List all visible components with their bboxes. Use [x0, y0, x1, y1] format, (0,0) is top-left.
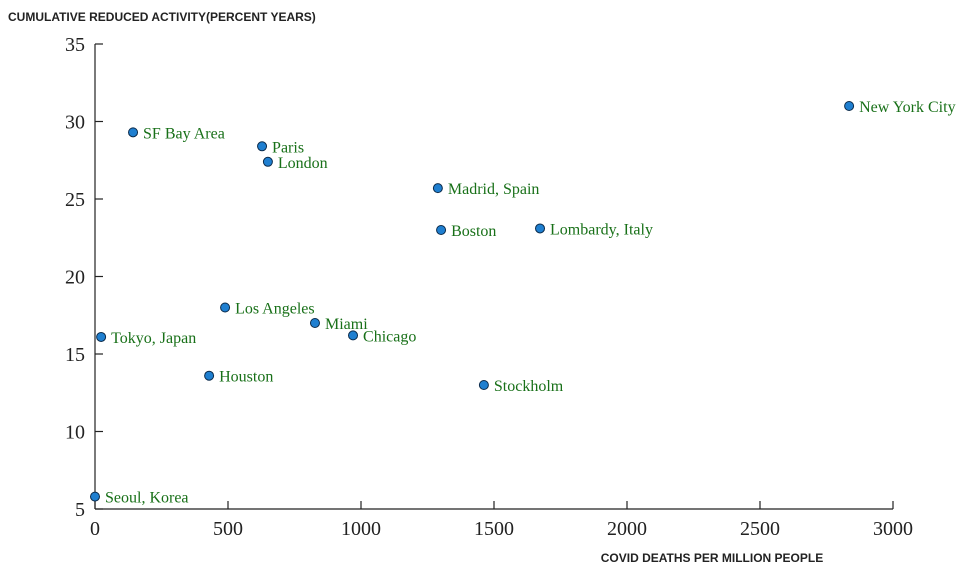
- point-label: Miami: [325, 316, 368, 333]
- point: [844, 101, 855, 111]
- y-tick-label: 35: [65, 34, 85, 56]
- point: [348, 330, 359, 341]
- point-label: London: [278, 155, 328, 172]
- x-tick-label: 3000: [873, 518, 913, 540]
- point-label: Los Angeles: [235, 301, 315, 318]
- point: [204, 370, 215, 381]
- point-label: Seoul, Korea: [105, 490, 189, 507]
- point: [535, 223, 546, 234]
- y-axis-title: CUMULATIVE REDUCED ACTIVITY(PERCENT YEAR…: [8, 10, 316, 24]
- point-label: Lombardy, Italy: [550, 221, 653, 238]
- y-tick-label: 25: [65, 189, 85, 211]
- point-label: Madrid, Spain: [448, 181, 540, 198]
- x-tick-label: 2500: [740, 518, 780, 540]
- point: [90, 491, 100, 502]
- x-tick-label: 1000: [341, 518, 381, 540]
- x-tick-label: 0: [90, 518, 100, 540]
- point-label: SF Bay Area: [143, 125, 225, 142]
- point-label: New York City: [859, 99, 955, 116]
- x-tick-label: 500: [213, 518, 243, 540]
- y-tick-label: 10: [65, 422, 85, 444]
- point: [478, 380, 489, 390]
- x-tick-label: 2000: [607, 518, 647, 540]
- point: [96, 331, 107, 342]
- point-label: Paris: [272, 139, 304, 156]
- point-label: Chicago: [363, 328, 416, 345]
- point: [128, 127, 139, 138]
- point: [257, 141, 268, 152]
- point: [309, 318, 320, 328]
- y-tick-label: 20: [65, 267, 85, 289]
- point: [220, 302, 231, 313]
- point: [432, 183, 443, 194]
- point-label: Houston: [219, 369, 273, 386]
- y-tick-label: 15: [65, 344, 85, 366]
- x-tick-label: 1500: [474, 518, 514, 540]
- point: [436, 225, 447, 235]
- y-tick-label: 30: [65, 112, 85, 134]
- point-label: Stockholm: [494, 378, 564, 395]
- point: [262, 156, 273, 167]
- y-tick-label: 5: [75, 499, 85, 521]
- point-label: Boston: [451, 223, 496, 240]
- x-axis-title: COVID DEATHS PER MILLION PEOPLE: [601, 551, 823, 565]
- point-label: Tokyo, Japan: [111, 330, 196, 347]
